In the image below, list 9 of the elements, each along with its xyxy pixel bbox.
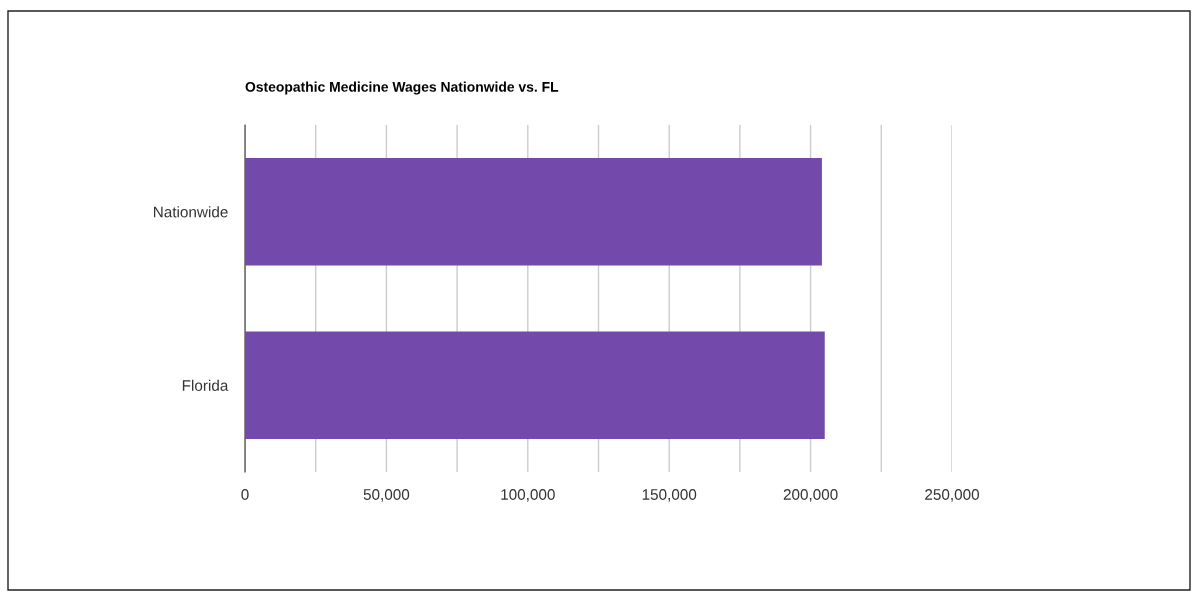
y-tick-label: Nationwide — [154, 206, 228, 218]
chart-title: Osteopathic Medicine Wages Nationwide vs. FL — [245, 81, 559, 95]
y-tick-label: Florida — [182, 379, 229, 391]
x-tick-label: 50,000 — [363, 489, 410, 502]
x-tick-label: 150,000 — [642, 489, 697, 502]
x-tick-label: 250,000 — [925, 489, 980, 502]
x-tick-label: 200,000 — [783, 489, 838, 502]
x-tick-label: 100,000 — [501, 489, 555, 502]
x-tick-label: 0 — [241, 489, 249, 500]
